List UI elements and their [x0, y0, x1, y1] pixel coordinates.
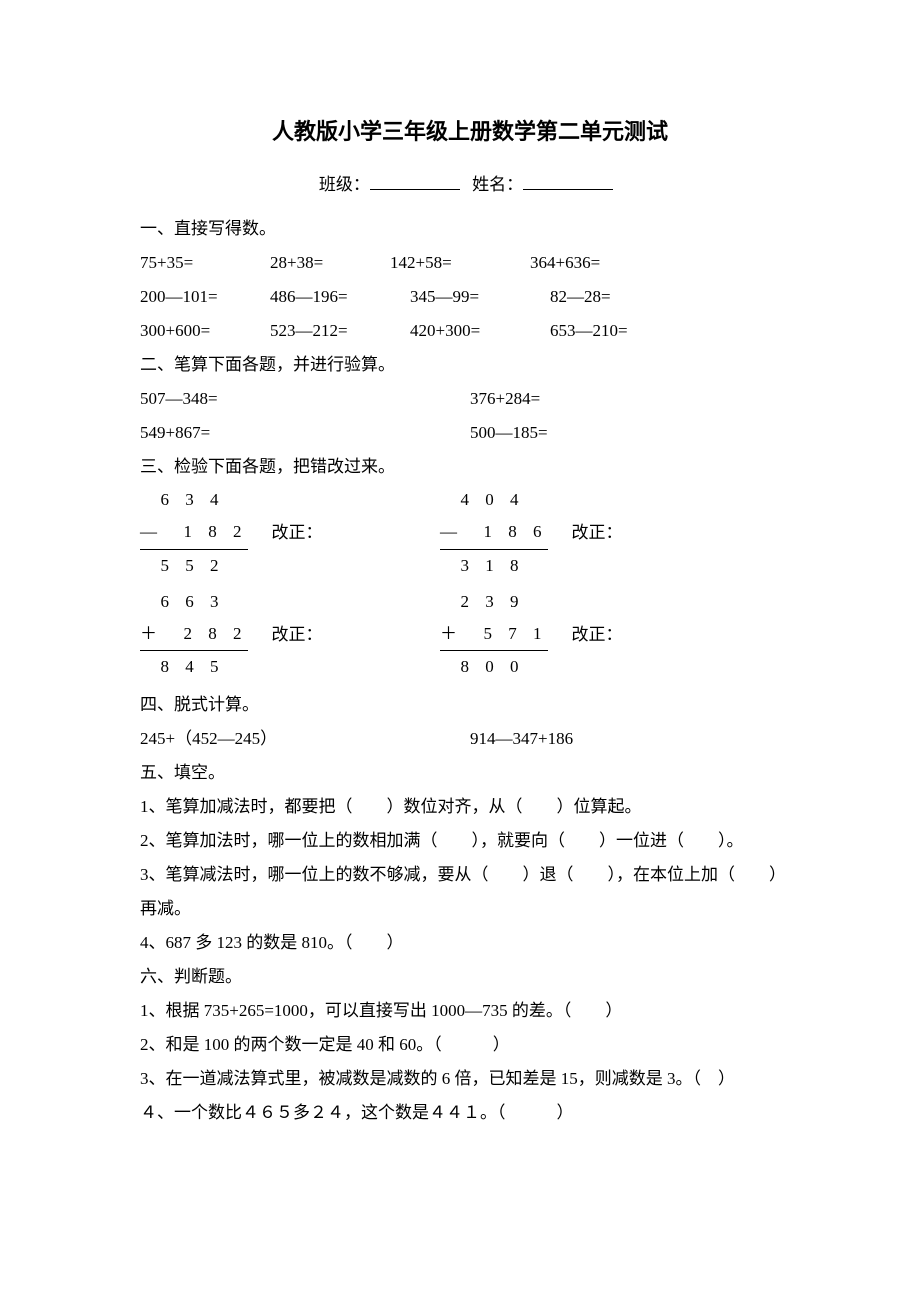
s3-block1: 6 3 4 — 1 8 2 5 5 2 改正： 4 0 4 — 1 8 6 3 …: [140, 484, 800, 582]
eq: 300+600=: [140, 314, 270, 348]
student-info-line: 班级： 姓名：: [140, 168, 800, 202]
class-label: 班级：: [319, 175, 370, 194]
correct-label: 改正：: [272, 618, 323, 652]
eq: 914—347+186: [470, 722, 800, 756]
eq: 376+284=: [470, 382, 800, 416]
section-4-header: 四、脱式计算。: [140, 688, 800, 722]
correct-label: 改正：: [572, 618, 623, 652]
eq: 653—210=: [550, 314, 628, 348]
correct-label: 改正：: [572, 516, 623, 550]
vc-op: ＋ 5 7 1: [440, 618, 548, 650]
eq: 200—101=: [140, 280, 270, 314]
eq: 142+58=: [390, 246, 530, 280]
s3-block2: 6 6 3 ＋ 2 8 2 8 4 5 改正： 2 3 9 ＋ 5 7 1 8 …: [140, 586, 800, 684]
fill-blank-q: 2、笔算加法时，哪一位上的数相加满（ ），就要向（ ）一位进（ ）。: [140, 824, 800, 858]
section-5-header: 五、填空。: [140, 756, 800, 790]
eq: 507—348=: [140, 382, 470, 416]
vc-top: 6 6 3: [140, 586, 248, 618]
vc-res: 8 4 5: [140, 651, 248, 683]
eq: 345—99=: [410, 280, 550, 314]
fill-blank-q-cont: 再减。: [140, 892, 800, 926]
eq: 420+300=: [410, 314, 550, 348]
s1-row1: 75+35= 28+38= 142+58= 364+636=: [140, 246, 800, 280]
eq: 28+38=: [270, 246, 390, 280]
eq: 82—28=: [550, 280, 611, 314]
vc-top: 6 3 4: [140, 484, 248, 516]
judge-q: 1、根据 735+265=1000，可以直接写出 1000—735 的差。（ ）: [140, 994, 800, 1028]
vertical-calc: 4 0 4 — 1 8 6 3 1 8: [440, 484, 548, 582]
eq: 75+35=: [140, 246, 270, 280]
s4-row: 245+（452—245） 914—347+186: [140, 722, 800, 756]
correct-label: 改正：: [272, 516, 323, 550]
section-3-header: 三、检验下面各题，把错改过来。: [140, 450, 800, 484]
eq: 245+（452—245）: [140, 722, 470, 756]
section-1-header: 一、直接写得数。: [140, 212, 800, 246]
vc-res: 3 1 8: [440, 550, 548, 582]
vc-op: — 1 8 6: [440, 516, 548, 548]
eq: 486—196=: [270, 280, 410, 314]
vc-top: 4 0 4: [440, 484, 548, 516]
eq: 364+636=: [530, 246, 600, 280]
name-blank[interactable]: [523, 172, 613, 190]
vertical-calc: 2 3 9 ＋ 5 7 1 8 0 0: [440, 586, 548, 684]
s2-row2: 549+867= 500—185=: [140, 416, 800, 450]
fill-blank-q: 4、687 多 123 的数是 810。（ ）: [140, 926, 800, 960]
judge-q: 2、和是 100 的两个数一定是 40 和 60。（ ）: [140, 1028, 800, 1062]
fill-blank-q: 1、笔算加减法时，都要把（ ）数位对齐，从（ ）位算起。: [140, 790, 800, 824]
s1-row3: 300+600= 523—212= 420+300= 653—210=: [140, 314, 800, 348]
page-title: 人教版小学三年级上册数学第二单元测试: [140, 110, 800, 154]
judge-q: 3、在一道减法算式里，被减数是减数的 6 倍，已知差是 15，则减数是 3。（ …: [140, 1062, 800, 1096]
s2-row1: 507—348= 376+284=: [140, 382, 800, 416]
vc-op: — 1 8 2: [140, 516, 248, 548]
vc-res: 8 0 0: [440, 651, 548, 683]
vertical-calc: 6 6 3 ＋ 2 8 2 8 4 5: [140, 586, 248, 684]
name-label: 姓名：: [472, 175, 523, 194]
s1-row2: 200—101= 486—196= 345—99= 82—28=: [140, 280, 800, 314]
vc-op: ＋ 2 8 2: [140, 618, 248, 650]
vertical-calc: 6 3 4 — 1 8 2 5 5 2: [140, 484, 248, 582]
worksheet-page: 人教版小学三年级上册数学第二单元测试 班级： 姓名： 一、直接写得数。 75+3…: [0, 0, 920, 1302]
section-2-header: 二、笔算下面各题，并进行验算。: [140, 348, 800, 382]
section-6-header: 六、判断题。: [140, 960, 800, 994]
fill-blank-q: 3、笔算减法时，哪一位上的数不够减，要从（ ）退（ ），在本位上加（ ）: [140, 858, 800, 892]
judge-q: ４、一个数比４６５多２４，这个数是４４１。（ ）: [140, 1096, 800, 1130]
eq: 549+867=: [140, 416, 470, 450]
vc-top: 2 3 9: [440, 586, 548, 618]
vc-res: 5 5 2: [140, 550, 248, 582]
eq: 500—185=: [470, 416, 800, 450]
class-blank[interactable]: [370, 172, 460, 190]
eq: 523—212=: [270, 314, 410, 348]
